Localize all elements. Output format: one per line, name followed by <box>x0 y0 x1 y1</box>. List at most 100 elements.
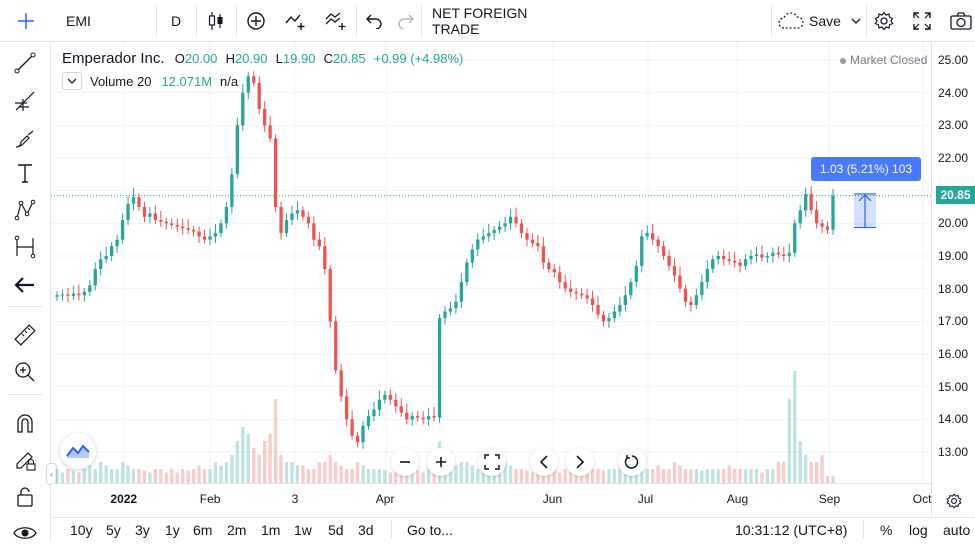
eye-icon[interactable] <box>8 518 42 548</box>
lock-pencil-icon[interactable] <box>8 445 42 475</box>
candle-body <box>246 76 250 93</box>
goto-button[interactable]: Go to... <box>407 522 453 538</box>
log-scale-toggle[interactable]: log <box>909 522 928 538</box>
volume-bar <box>508 465 513 483</box>
volume-bar <box>355 462 360 483</box>
clock-timezone[interactable]: 10:31:12 (UTC+8) <box>735 522 848 538</box>
lock-icon[interactable] <box>8 482 42 512</box>
undo-icon[interactable] <box>357 0 391 41</box>
volume-bar <box>498 469 502 483</box>
candle-body <box>175 224 179 227</box>
time-axis[interactable]: 2022 Feb 3 Apr Jun Jul Aug Sep Oct <box>51 483 962 517</box>
candle-body <box>110 246 114 256</box>
volume-bar <box>224 462 229 483</box>
volume-bar <box>60 472 65 483</box>
magnet-icon[interactable] <box>8 408 42 438</box>
range-1y[interactable]: 1y <box>165 522 180 538</box>
range-10y[interactable]: 10y <box>70 522 93 538</box>
text-tool-icon[interactable] <box>8 158 42 188</box>
pattern-icon[interactable] <box>8 195 42 225</box>
price-tick-label: 17.00 <box>938 314 969 329</box>
candle-body <box>328 269 332 322</box>
trend-line-icon[interactable] <box>8 48 42 78</box>
ruler-icon[interactable] <box>8 320 42 350</box>
settings-gear-icon[interactable] <box>867 0 901 41</box>
crosshair-icon[interactable] <box>0 0 52 41</box>
scroll-left-button[interactable] <box>530 448 558 476</box>
range-5y[interactable]: 5y <box>106 522 121 538</box>
volume-bar <box>645 469 649 483</box>
zoom-out-button[interactable] <box>391 448 419 476</box>
candle-body <box>760 254 764 258</box>
candle-body <box>476 239 480 250</box>
volume-bar <box>661 469 666 483</box>
candle-body <box>131 197 136 204</box>
candle-body <box>230 174 234 207</box>
price-tick-label: 14.00 <box>938 412 969 427</box>
volume-bar <box>213 462 218 483</box>
symbol-search-button[interactable]: EMI <box>52 0 156 41</box>
candle-body <box>640 236 644 266</box>
tradingview-logo-icon[interactable] <box>60 433 96 469</box>
price-axis[interactable]: 25.0024.0023.0022.0021.0020.0019.0018.00… <box>931 42 975 517</box>
range-3y[interactable]: 3y <box>135 522 150 538</box>
volume-bar <box>771 469 775 483</box>
compare-icon[interactable] <box>277 0 315 41</box>
prediction-icon[interactable] <box>8 232 42 262</box>
indicators-plus-icon[interactable] <box>237 0 275 41</box>
range-2m[interactable]: 2m <box>227 522 247 538</box>
save-button[interactable]: Save <box>772 0 866 41</box>
volume-bar <box>279 455 283 483</box>
axis-settings-gear-icon[interactable] <box>931 484 975 517</box>
legend-collapse-button[interactable] <box>62 72 82 90</box>
reset-chart-button[interactable] <box>618 448 646 476</box>
chevron-right-icon <box>576 455 585 469</box>
interval-button[interactable]: D <box>157 0 195 41</box>
range-1w[interactable]: 1w <box>294 522 312 538</box>
camera-icon[interactable] <box>944 0 975 41</box>
reset-scale-button[interactable] <box>478 448 506 476</box>
alert-indicator-icon[interactable] <box>317 0 355 41</box>
candle-body <box>273 138 278 207</box>
fullscreen-icon[interactable] <box>905 0 939 41</box>
time-tick-label: 2022 <box>110 492 138 506</box>
volume-bar <box>230 455 234 483</box>
candles-icon[interactable] <box>197 0 235 41</box>
volume-bar <box>552 470 556 483</box>
zoom-in-button[interactable] <box>427 448 455 476</box>
candle-body <box>743 259 748 266</box>
price-tick-label: 16.00 <box>938 347 969 361</box>
range-6m[interactable]: 6m <box>193 522 213 538</box>
candle-body <box>607 318 611 322</box>
volume-bar <box>569 469 573 483</box>
range-1m[interactable]: 1m <box>261 522 281 538</box>
range-3d[interactable]: 3d <box>358 522 374 538</box>
refresh-icon <box>624 455 639 469</box>
chart-pane[interactable] <box>51 42 931 483</box>
percent-scale-toggle[interactable]: % <box>880 522 893 538</box>
zoom-in-icon[interactable] <box>8 357 42 387</box>
measure-arrow-head <box>858 194 872 202</box>
range-5d[interactable]: 5d <box>328 522 344 538</box>
measure-tooltip: 1.03 (5.21%) 103 <box>811 157 922 181</box>
redo-icon[interactable] <box>391 0 421 41</box>
volume-bar <box>814 462 819 483</box>
volume-bar <box>656 465 660 483</box>
fib-retracement-icon[interactable] <box>8 86 42 116</box>
candle-body <box>394 399 398 407</box>
candle-body <box>186 228 190 230</box>
price-tick-label: 24.00 <box>938 85 969 100</box>
indicator-title-button[interactable]: NET FOREIGN TRADE <box>422 0 572 41</box>
market-status: Market Closed <box>840 53 927 67</box>
back-arrow-icon[interactable] <box>8 270 42 300</box>
volume-bar <box>612 469 617 483</box>
legend-close-label: C <box>323 51 334 66</box>
volume-bar <box>77 472 81 483</box>
price-tick-label: 18.00 <box>938 281 969 296</box>
candle-body <box>558 272 562 283</box>
scroll-right-button[interactable] <box>566 448 594 476</box>
legend-change: +0.99 (+4.98%) <box>373 51 464 66</box>
auto-scale-toggle[interactable]: auto <box>943 522 971 538</box>
brush-icon[interactable] <box>8 124 42 154</box>
candle-body <box>612 311 617 319</box>
